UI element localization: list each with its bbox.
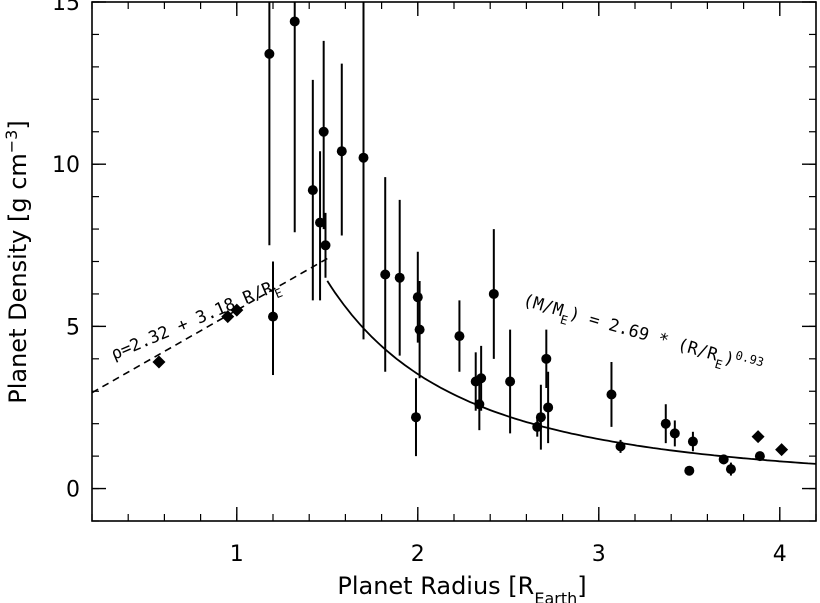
fit-lines: [91, 257, 817, 465]
data-point-circle: [358, 152, 369, 163]
data-point-circle: [380, 269, 391, 280]
data-point-circle: [684, 465, 695, 476]
data-point-circle: [410, 412, 421, 423]
plot-frame: [91, 1, 817, 522]
data-point-circle: [505, 376, 516, 387]
data-point-circle: [289, 16, 300, 27]
data-point-circle: [718, 454, 729, 465]
linear-fit-line: [91, 257, 328, 394]
data-point-circle: [414, 324, 425, 335]
data-point-circle: [476, 373, 487, 384]
data-point-circle: [532, 421, 543, 432]
data-point-circle: [336, 146, 347, 157]
data-point-circle: [412, 292, 423, 303]
linear-fit-label: ρ=2.32 + 3.18 R/RE: [108, 275, 285, 369]
data-point-circle: [394, 272, 405, 283]
data-point-circle: [488, 288, 499, 299]
x-axis-title: Planet Radius [REarth]: [337, 572, 586, 603]
data-point-diamond: [751, 430, 765, 444]
power-law-fit-curve: [326, 280, 817, 465]
y-tick-label: 10: [52, 153, 80, 178]
data-point-circle: [687, 436, 698, 447]
error-bars: [268, 2, 732, 476]
x-tick-label: 2: [411, 542, 425, 567]
data-point-circle: [315, 217, 326, 228]
x-tick-label: 1: [230, 542, 244, 567]
y-tick-label: 0: [66, 478, 80, 503]
y-tick-label: 5: [66, 315, 80, 340]
data-point-circle: [268, 311, 278, 322]
data-point-circle: [754, 451, 765, 462]
data-point-circle: [606, 389, 617, 400]
data-point-circle: [454, 331, 465, 342]
data-point-circle: [307, 185, 318, 196]
x-tick-label: 4: [773, 542, 787, 567]
y-axis-title: Planet Density [g cm−3]: [2, 120, 33, 404]
data-point-circle: [725, 464, 736, 475]
data-point-diamond: [230, 303, 244, 317]
x-tick-labels: 1 2 3 4: [230, 542, 787, 567]
y-tick-label: 15: [52, 0, 80, 16]
data-point-circle: [543, 402, 554, 413]
data-point-circle: [615, 441, 626, 452]
data-point-circle: [541, 353, 552, 364]
data-point-circle: [320, 240, 331, 251]
power-law-fit-label: (M/ME) = 2.69 * (R/RE)0.93: [519, 288, 765, 383]
data-point-circle: [318, 126, 329, 137]
data-point-circle: [660, 418, 671, 429]
data-points: [152, 16, 789, 476]
y-tick-labels: 0 5 10 15: [52, 0, 80, 503]
data-point-circle: [535, 412, 546, 423]
axis-ticks: [91, 1, 817, 522]
data-point-circle: [474, 399, 485, 410]
data-point-circle: [669, 428, 680, 439]
data-point-diamond: [152, 355, 166, 369]
data-point-circle: [264, 48, 275, 59]
data-point-diamond: [775, 443, 789, 457]
x-tick-label: 3: [592, 542, 606, 567]
data-point-diamond: [221, 310, 235, 324]
